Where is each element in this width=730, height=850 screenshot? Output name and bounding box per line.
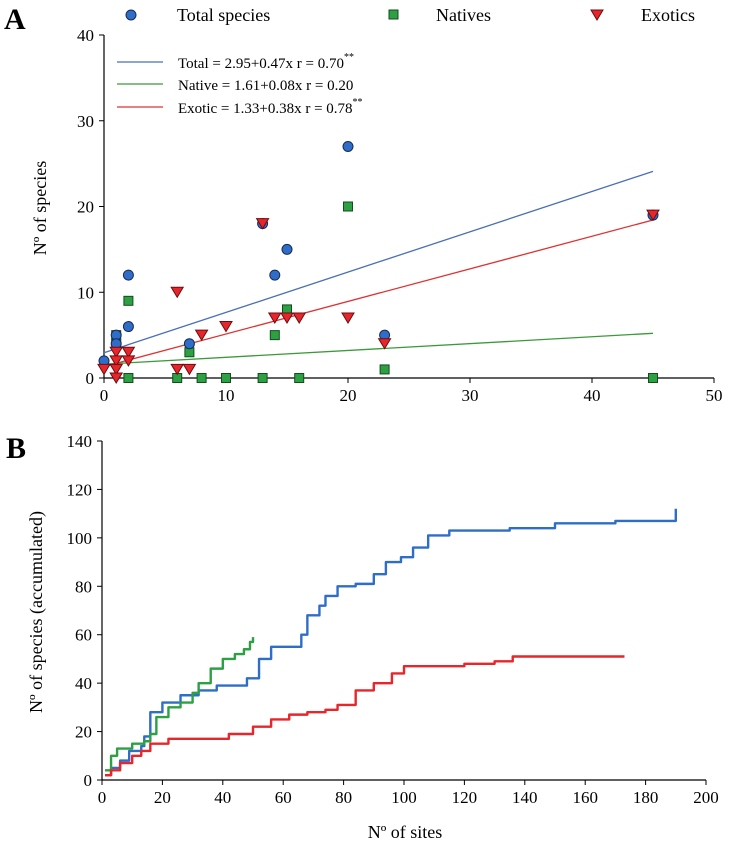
panel-b-x-tick-label: 200 — [693, 788, 719, 807]
total-species-point — [122, 321, 134, 333]
natives-point — [123, 373, 134, 383]
panel-a-x-tick-label: 0 — [100, 386, 109, 405]
exotics-point — [109, 355, 124, 367]
panel-a-y-tick-label: 10 — [77, 283, 94, 302]
total-species-point — [281, 243, 293, 255]
eq-exotic-text: Exotic = 1.33+0.38x r = 0.78 — [178, 101, 353, 117]
natives-point — [648, 373, 658, 383]
panel-b-y-tick-label: 80 — [75, 577, 92, 596]
natives-point — [221, 373, 231, 383]
panel-a-y-tick-label: 40 — [77, 26, 94, 45]
exotics-point — [170, 363, 185, 376]
panel-b-x-tick-label: 20 — [154, 788, 171, 807]
native-accumulation-line — [105, 637, 255, 772]
legend-exotics-label: Exotics — [641, 5, 695, 25]
natives-point — [257, 373, 268, 383]
eq-native-label: Native = 1.61+0.08x r = 0.20 — [178, 78, 353, 94]
exotics-point — [170, 286, 185, 299]
legend-total-label: Total species — [177, 5, 270, 25]
panel-b-x-tick-label: 140 — [512, 788, 538, 807]
panel-a-x-tick-label: 50 — [706, 386, 723, 405]
natives-point — [123, 295, 134, 306]
natives-point — [196, 373, 207, 383]
panel-b-y-tick-label: 120 — [67, 480, 93, 499]
exotics-point — [109, 346, 124, 359]
panel-a-x-tick-label: 40 — [584, 386, 601, 405]
panel-b-letter: B — [6, 432, 26, 465]
exotics-point — [219, 321, 233, 333]
natives-point — [269, 330, 280, 341]
exotics-point — [280, 312, 294, 324]
eq-total-sig: ** — [344, 52, 354, 63]
panel-b-x-tick-label: 120 — [452, 788, 478, 807]
legend-total-marker — [125, 9, 137, 21]
exotic-accumulation-line — [105, 655, 625, 777]
panel-a-x-tick-label: 20 — [340, 386, 357, 405]
exotics-point — [255, 218, 270, 230]
panel-a-axes: 0 10 20 30 40 50 0 10 20 30 40 — [77, 26, 723, 405]
panel-a-regression-lines — [103, 170, 654, 368]
exotics-point — [121, 346, 136, 359]
panel-b-x-tick-label: 0 — [98, 788, 107, 807]
exotics-point — [97, 363, 111, 376]
exotics-point — [121, 355, 136, 367]
exotics-point — [194, 329, 209, 342]
eq-exotic-label: Exotic = 1.33+0.38x r = 0.78** — [178, 97, 363, 117]
regression-line-exotic — [103, 219, 654, 368]
regression-line-total — [103, 170, 654, 354]
exotics-point — [377, 338, 392, 350]
panel-a-x-tick-label: 10 — [218, 386, 235, 405]
total-species-point — [269, 269, 281, 281]
panel-b-x-tick-label: 100 — [391, 788, 417, 807]
panel-a-letter: A — [4, 3, 26, 36]
legend-natives-label: Natives — [436, 5, 491, 25]
panel-b-lines — [105, 508, 677, 777]
total-accumulation-line — [105, 508, 677, 777]
panel-b-y-tick-label: 0 — [84, 771, 93, 790]
panel-b-y-tick-label: 60 — [75, 626, 92, 645]
panel-b-x-tick-label: 160 — [572, 788, 598, 807]
panel-b-y-tick-label: 100 — [67, 529, 93, 548]
eq-total-text: Total = 2.95+0.47x r = 0.70 — [178, 56, 344, 72]
panel-a-y-tick-label: 0 — [86, 369, 95, 388]
natives-point — [343, 201, 353, 212]
exotics-point — [109, 363, 124, 376]
total-species-point — [342, 140, 354, 152]
exotics-point — [292, 312, 307, 324]
panel-b-x-tick-label: 60 — [275, 788, 292, 807]
exotics-point — [341, 312, 355, 324]
total-species-point — [183, 338, 195, 350]
panel-b-xlabel: Nº of sites — [368, 822, 443, 842]
legend-exotics-marker — [590, 9, 604, 21]
exotics-point — [646, 209, 660, 222]
panel-b-y-tick-label: 140 — [67, 432, 93, 451]
total-species-point — [122, 269, 134, 281]
legend-natives-marker — [388, 9, 399, 20]
panel-b-x-tick-label: 40 — [214, 788, 231, 807]
panel-a-ylabel: Nº of species — [30, 161, 50, 256]
panel-a-x-tick-label: 30 — [462, 386, 479, 405]
panel-b-x-tick-label: 180 — [633, 788, 659, 807]
eq-exotic-sig: ** — [353, 97, 363, 108]
exotics-point — [109, 372, 124, 384]
panel-b-ylabel: Nº of species (accumulated) — [26, 511, 47, 713]
panel-b-y-tick-label: 40 — [75, 674, 92, 693]
panel-a-y-tick-label: 20 — [77, 198, 94, 217]
eq-total-label: Total = 2.95+0.47x r = 0.70** — [178, 52, 354, 72]
panel-a-equations: Total = 2.95+0.47x r = 0.70** Native = 1… — [117, 52, 363, 117]
panel-b-y-tick-label: 20 — [75, 723, 92, 742]
eq-native-text: Native = 1.61+0.08x r = 0.20 — [178, 78, 353, 94]
panel-a-points — [97, 140, 660, 384]
exotics-point — [267, 312, 282, 324]
panel-a-y-tick-label: 30 — [77, 112, 94, 131]
regression-line-native — [103, 332, 654, 365]
panel-a-legend: Total species Natives Exotics — [125, 5, 695, 25]
natives-point — [294, 373, 305, 383]
panel-b-x-tick-label: 80 — [335, 788, 352, 807]
exotics-point — [182, 363, 197, 376]
panel-b-axes: 0 20 40 60 80 100 120 140 160 180 200 0 20 40 60 80 100 1… — [67, 432, 719, 807]
natives-point — [379, 364, 390, 375]
